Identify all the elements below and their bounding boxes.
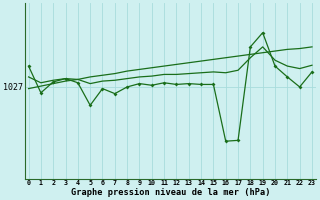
X-axis label: Graphe pression niveau de la mer (hPa): Graphe pression niveau de la mer (hPa) (70, 188, 270, 197)
